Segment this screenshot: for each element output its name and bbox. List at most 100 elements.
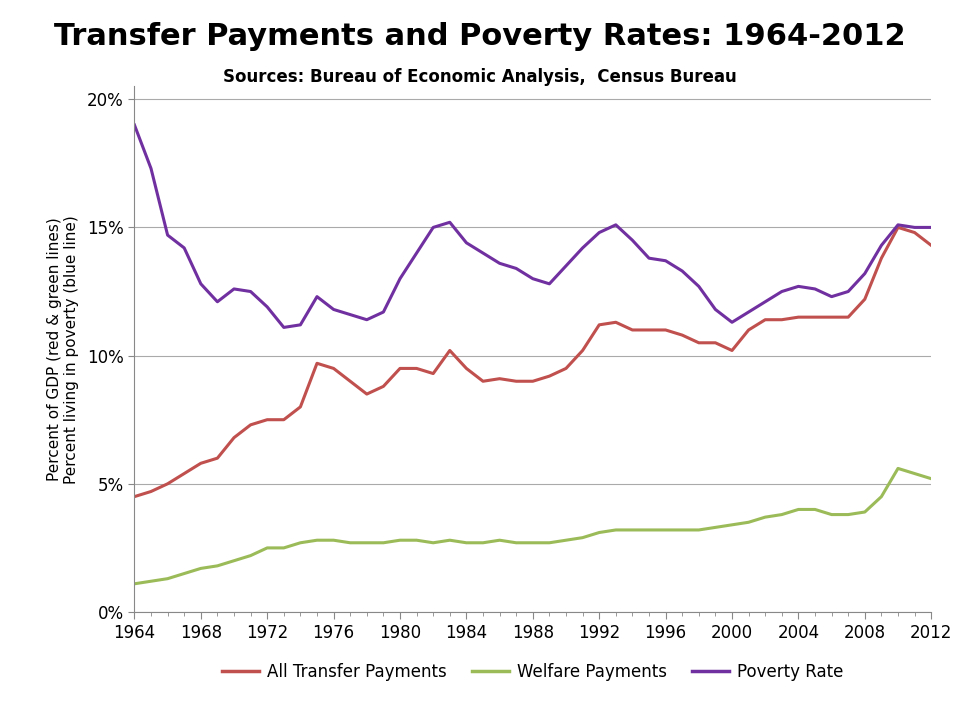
Welfare Payments xyxy=(228,557,240,565)
Poverty Rate xyxy=(693,282,705,291)
All Transfer Payments xyxy=(228,433,240,442)
Poverty Rate xyxy=(843,287,854,296)
Welfare Payments xyxy=(395,536,406,544)
Welfare Payments xyxy=(211,562,223,570)
All Transfer Payments xyxy=(627,325,638,334)
All Transfer Payments xyxy=(162,480,174,488)
All Transfer Payments xyxy=(743,325,755,334)
Poverty Rate xyxy=(261,302,273,311)
Poverty Rate xyxy=(145,164,156,173)
All Transfer Payments xyxy=(511,377,522,386)
Welfare Payments xyxy=(925,474,937,483)
Welfare Payments xyxy=(261,544,273,552)
Poverty Rate xyxy=(427,223,439,232)
Poverty Rate xyxy=(295,320,306,329)
Welfare Payments xyxy=(427,539,439,547)
Welfare Payments xyxy=(511,539,522,547)
Welfare Payments xyxy=(527,539,539,547)
Welfare Payments xyxy=(361,539,372,547)
Poverty Rate xyxy=(377,307,389,316)
All Transfer Payments xyxy=(493,374,505,383)
All Transfer Payments xyxy=(693,338,705,347)
Poverty Rate xyxy=(361,315,372,324)
Poverty Rate xyxy=(809,284,821,293)
All Transfer Payments xyxy=(709,338,721,347)
All Transfer Payments xyxy=(909,228,921,237)
All Transfer Payments xyxy=(793,312,804,321)
Line: Poverty Rate: Poverty Rate xyxy=(134,125,931,328)
Welfare Payments xyxy=(195,564,206,572)
All Transfer Payments xyxy=(660,325,671,334)
Poverty Rate xyxy=(278,323,290,332)
Welfare Payments xyxy=(444,536,456,544)
Poverty Rate xyxy=(527,274,539,283)
Welfare Payments xyxy=(311,536,323,544)
All Transfer Payments xyxy=(925,241,937,250)
Welfare Payments xyxy=(593,528,605,537)
Welfare Payments xyxy=(295,539,306,547)
Poverty Rate xyxy=(627,236,638,245)
Welfare Payments xyxy=(477,539,489,547)
Poverty Rate xyxy=(859,269,871,278)
Line: Welfare Payments: Welfare Payments xyxy=(134,469,931,584)
Welfare Payments xyxy=(561,536,572,544)
Welfare Payments xyxy=(743,518,755,526)
Welfare Payments xyxy=(278,544,290,552)
All Transfer Payments xyxy=(477,377,489,386)
Welfare Payments xyxy=(245,552,256,560)
All Transfer Payments xyxy=(345,377,356,386)
Poverty Rate xyxy=(826,292,837,301)
Poverty Rate xyxy=(577,243,588,252)
Welfare Payments xyxy=(776,510,787,519)
All Transfer Payments xyxy=(809,312,821,321)
Poverty Rate xyxy=(776,287,787,296)
Poverty Rate xyxy=(543,279,555,288)
All Transfer Payments xyxy=(759,315,771,324)
Poverty Rate xyxy=(245,287,256,296)
Welfare Payments xyxy=(793,505,804,514)
Welfare Payments xyxy=(726,521,737,529)
Text: Transfer Payments and Poverty Rates: 1964-2012: Transfer Payments and Poverty Rates: 196… xyxy=(54,22,906,50)
Poverty Rate xyxy=(909,223,921,232)
Poverty Rate xyxy=(793,282,804,291)
Welfare Payments xyxy=(411,536,422,544)
Poverty Rate xyxy=(743,307,755,316)
Welfare Payments xyxy=(145,577,156,585)
Poverty Rate xyxy=(395,274,406,283)
Welfare Payments xyxy=(543,539,555,547)
Poverty Rate xyxy=(593,228,605,237)
Poverty Rate xyxy=(411,248,422,257)
All Transfer Payments xyxy=(411,364,422,373)
Poverty Rate xyxy=(129,120,140,129)
Poverty Rate xyxy=(561,261,572,270)
All Transfer Payments xyxy=(461,364,472,373)
Poverty Rate xyxy=(493,259,505,268)
Poverty Rate xyxy=(892,220,903,229)
All Transfer Payments xyxy=(843,312,854,321)
All Transfer Payments xyxy=(826,312,837,321)
Poverty Rate xyxy=(328,305,340,314)
All Transfer Payments xyxy=(892,223,903,232)
All Transfer Payments xyxy=(377,382,389,391)
Welfare Payments xyxy=(345,539,356,547)
Poverty Rate xyxy=(444,218,456,227)
Welfare Payments xyxy=(759,513,771,521)
All Transfer Payments xyxy=(527,377,539,386)
Y-axis label: Percent of GDP (red & green lines)
Percent living in poverty (blue line): Percent of GDP (red & green lines) Perce… xyxy=(46,215,79,484)
Poverty Rate xyxy=(345,310,356,319)
All Transfer Payments xyxy=(444,346,456,355)
All Transfer Payments xyxy=(361,390,372,398)
All Transfer Payments xyxy=(543,372,555,380)
All Transfer Payments xyxy=(726,346,737,355)
Welfare Payments xyxy=(909,469,921,478)
All Transfer Payments xyxy=(395,364,406,373)
All Transfer Payments xyxy=(577,346,588,355)
Welfare Payments xyxy=(493,536,505,544)
Welfare Payments xyxy=(843,510,854,519)
All Transfer Payments xyxy=(211,454,223,462)
Welfare Payments xyxy=(826,510,837,519)
All Transfer Payments xyxy=(311,359,323,368)
Welfare Payments xyxy=(876,492,887,501)
Poverty Rate xyxy=(311,292,323,301)
Poverty Rate xyxy=(179,243,190,252)
